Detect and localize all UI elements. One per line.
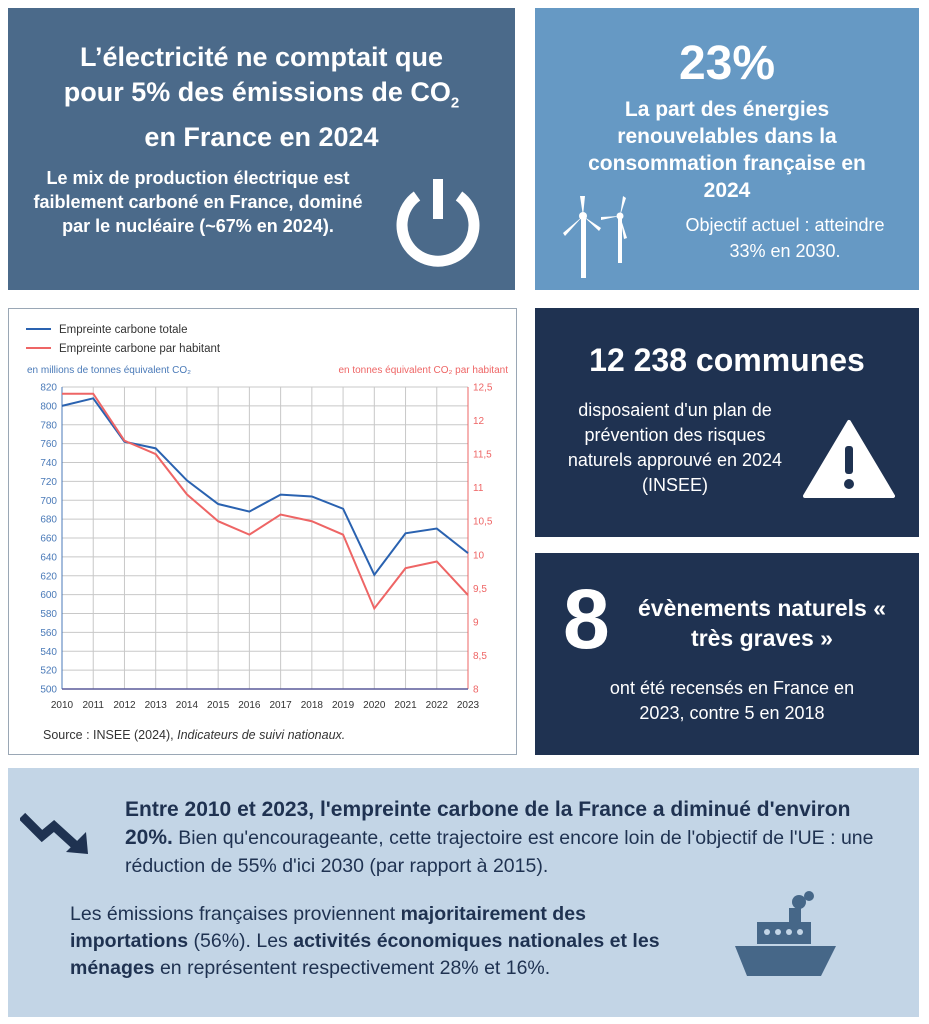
series-line-1: [62, 392, 469, 611]
y-tick-label: 580: [40, 609, 57, 620]
text: Les émissions françaises proviennent: [70, 903, 401, 925]
power-icon: [396, 179, 480, 267]
y2-tick-label: 12,5: [473, 383, 493, 394]
summary-text: Bien qu'encourageante, cette trajectoire…: [125, 827, 874, 877]
y2-tick-label: 10: [473, 550, 485, 561]
x-tick-label: 2012: [113, 700, 136, 711]
x-tick-label: 2017: [269, 700, 292, 711]
x-tick-label: 2015: [207, 700, 230, 711]
communes-title: 12 238 communes: [589, 342, 865, 378]
text: (56%). Les: [188, 930, 294, 952]
title-line: en France en 2024: [144, 122, 379, 153]
y2-tick-label: 11,5: [473, 450, 492, 461]
y-tick-label: 540: [40, 647, 57, 658]
communes-text: disposaient d'un plan de prévention des …: [567, 400, 783, 495]
chart-svg: 500 520 540 560 580 600 620 640 660 680 700 720 740 7…: [26, 324, 508, 742]
electricity-text: Le mix de production électrique est faib…: [33, 168, 363, 236]
bold-text: activités économiques nationales et les …: [70, 930, 660, 979]
electricity-title: L’électricité ne comptait que pour 5% de…: [8, 40, 515, 155]
ship-icon: [735, 891, 836, 976]
electricity-panel: L’électricité ne comptait que pour 5% de…: [8, 8, 515, 290]
x-tick-label: 2014: [176, 700, 199, 711]
trend-down-icon: [20, 812, 88, 854]
text: en représentent respectivement 28% et 16…: [154, 957, 551, 979]
y-tick-label: 660: [40, 534, 57, 545]
x-tick-label: 2019: [332, 700, 355, 711]
wind-turbine-icon: [563, 196, 627, 278]
y-tick-label: 720: [40, 477, 57, 488]
summary-paragraph-2: Les émissions françaises proviennent maj…: [70, 901, 690, 982]
x-tick-label: 2013: [145, 700, 168, 711]
bold-text: majoritairement des importations: [70, 903, 586, 952]
renewables-percent: 23%: [678, 37, 776, 90]
events-panel: 8 évènements naturels « très graves » on…: [535, 553, 919, 755]
y2-tick-label: 10,5: [473, 517, 493, 528]
y2-tick-label: 11: [473, 483, 484, 494]
carbon-footprint-chart: 500 520 540 560 580 600 620 640 660 680 700 720 740 7…: [8, 308, 517, 755]
summary-paragraph-1: Entre 2010 et 2023, l'empreinte carbone …: [125, 796, 889, 880]
y-tick-label: 600: [40, 590, 57, 601]
title-line: pour 5% des émissions de CO2: [8, 75, 515, 120]
y2-tick-label: 9,5: [473, 584, 487, 595]
y-tick-label: 780: [40, 420, 57, 431]
y-axis-label: en millions de tonnes équivalent CO₂: [27, 365, 191, 376]
x-tick-label: 2020: [363, 700, 386, 711]
y2-tick-label: 8,5: [473, 651, 487, 662]
y-tick-label: 700: [40, 496, 57, 507]
renewables-panel: 23% La part des énergies renouvelables d…: [535, 8, 919, 290]
x-tick-label: 2011: [82, 700, 104, 711]
x-tick-label: 2016: [238, 700, 261, 711]
x-tick-label: 2021: [394, 700, 417, 711]
y-tick-label: 680: [40, 515, 57, 526]
events-number: 8: [563, 572, 610, 666]
y-tick-label: 500: [40, 685, 57, 696]
y-tick-label: 620: [40, 571, 57, 582]
title-line: L’électricité ne comptait que: [79, 42, 444, 72]
y2-tick-label: 12: [473, 416, 485, 427]
y-tick-label: 800: [40, 401, 57, 412]
x-tick-label: 2018: [301, 700, 324, 711]
renewables-objective: Objectif actuel : atteindre 33% en 2030.: [685, 215, 885, 261]
warning-icon: [803, 420, 895, 498]
title-text: pour 5% des émissions de CO: [63, 77, 451, 107]
y-tick-label: 640: [40, 552, 57, 563]
y2-axis-label: en tonnes équivalent CO₂ par habitant: [338, 365, 508, 376]
x-tick-label: 2023: [457, 700, 480, 711]
source-text: Source : INSEE (2024),: [43, 728, 177, 742]
y-tick-label: 760: [40, 439, 57, 450]
communes-panel: 12 238 communes disposaient d'un plan de…: [535, 308, 919, 537]
y-tick-label: 740: [40, 458, 57, 469]
events-title: évènements naturels « très graves »: [637, 595, 886, 651]
legend-label: Empreinte carbone totale: [59, 324, 188, 336]
x-tick-label: 2022: [426, 700, 449, 711]
summary-panel: Entre 2010 et 2023, l'empreinte carbone …: [8, 768, 919, 1017]
y-tick-label: 520: [40, 666, 57, 677]
x-tick-label: 2010: [51, 700, 74, 711]
y2-tick-label: 8: [473, 685, 479, 696]
summary-bold: Entre 2010 et 2023, l'empreinte carbone …: [125, 798, 851, 849]
chart-source: Source : INSEE (2024), Indicateurs de su…: [43, 728, 345, 742]
source-title: Indicateurs de suivi nationaux.: [177, 728, 345, 742]
events-text: ont été recensés en France en 2023, cont…: [609, 678, 855, 723]
y-tick-label: 820: [40, 383, 57, 394]
renewables-text: La part des énergies renouvelables dans …: [588, 98, 866, 202]
subscript: 2: [450, 94, 460, 112]
y2-tick-label: 9: [473, 617, 479, 628]
legend-label: Empreinte carbone par habitant: [59, 343, 221, 355]
y-tick-label: 560: [40, 628, 57, 639]
